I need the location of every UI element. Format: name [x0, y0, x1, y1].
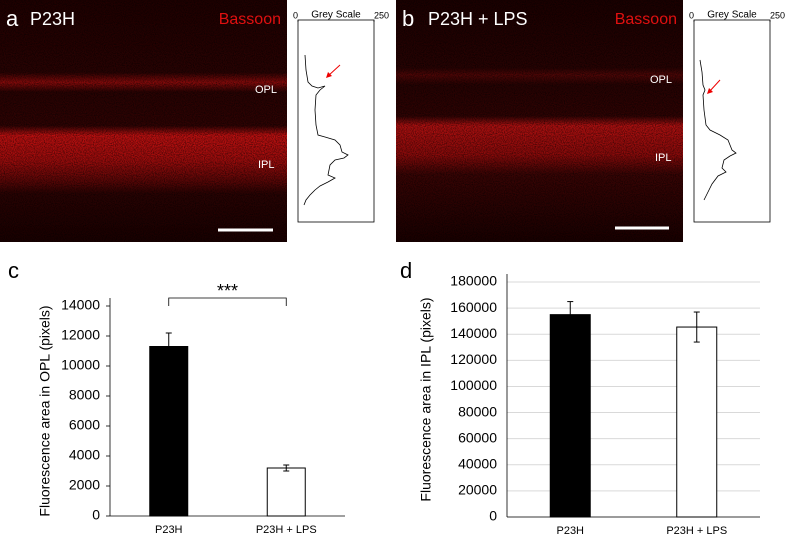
- bar: [676, 326, 718, 518]
- x-tick-label: P23H + LPS: [666, 525, 727, 537]
- y-axis-label: Fluorescence area in IPL (pixels): [418, 297, 434, 501]
- y-tick-label: 60000: [458, 429, 497, 445]
- x-tick-label: P23H + LPS: [256, 524, 317, 536]
- profile-curve: [699, 59, 737, 201]
- profile-tick-label: 0: [293, 10, 298, 20]
- profile-tick-label: 250: [374, 10, 389, 20]
- error-bar: [165, 332, 172, 361]
- profile-axis-label: Grey Scale: [311, 10, 361, 21]
- x-tick-label: P23H: [155, 524, 183, 536]
- y-tick-label: 140000: [450, 325, 497, 341]
- panel-label: P23H + LPS: [428, 9, 528, 29]
- y-tick-label: 4000: [69, 447, 100, 463]
- y-tick-label: 6000: [69, 417, 100, 433]
- significance-bracket: [168, 297, 287, 306]
- profile-curve: [303, 54, 349, 206]
- layer-label: OPL: [255, 84, 277, 96]
- bar: [266, 467, 306, 517]
- y-tick-label: 40000: [458, 455, 497, 471]
- profile-tick-label: 0: [689, 10, 694, 20]
- micrograph-texture: [0, 0, 287, 242]
- panel-letter: c: [8, 258, 19, 283]
- y-tick-label: 8000: [69, 387, 100, 403]
- y-tick-label: 180000: [450, 273, 497, 289]
- y-tick-label: 20000: [458, 482, 497, 498]
- arrow-head: [326, 72, 332, 78]
- y-tick-label: 0: [92, 507, 100, 523]
- layer-label: OPL: [650, 74, 672, 86]
- x-tick-label: P23H: [556, 525, 584, 537]
- significance-label: ***: [217, 281, 238, 301]
- stain-label: Bassoon: [615, 11, 677, 28]
- profile-frame: [297, 19, 375, 223]
- panel-letter: b: [402, 6, 414, 31]
- y-tick-label: 0: [489, 508, 497, 524]
- bar: [549, 314, 591, 518]
- y-tick-label: 100000: [450, 377, 497, 393]
- profile-tick-label: 250: [770, 10, 785, 20]
- layer-label: IPL: [258, 159, 275, 171]
- y-tick-label: 160000: [450, 299, 497, 315]
- panel-label: P23H: [30, 9, 75, 29]
- y-tick-label: 80000: [458, 403, 497, 419]
- panel-letter: a: [6, 6, 19, 31]
- micrographs: [0, 0, 771, 242]
- error-bar: [693, 311, 700, 343]
- panel-letter: d: [400, 258, 412, 283]
- micrograph-texture: [396, 0, 683, 242]
- y-tick-label: 2000: [69, 477, 100, 493]
- y-tick-label: 10000: [61, 357, 100, 373]
- bar: [149, 346, 189, 517]
- y-tick-label: 120000: [450, 351, 497, 367]
- stain-label: Bassoon: [219, 11, 281, 28]
- error-bar: [283, 464, 290, 472]
- error-bar: [567, 301, 574, 329]
- arrow-head: [707, 88, 713, 94]
- layer-label: IPL: [655, 152, 672, 164]
- profile-frame: [693, 19, 771, 223]
- profile-axis-label: Grey Scale: [707, 10, 757, 21]
- y-tick-label: 14000: [61, 297, 100, 313]
- y-axis-label: Fluorescence area in OPL (pixels): [37, 305, 53, 516]
- y-tick-label: 12000: [61, 327, 100, 343]
